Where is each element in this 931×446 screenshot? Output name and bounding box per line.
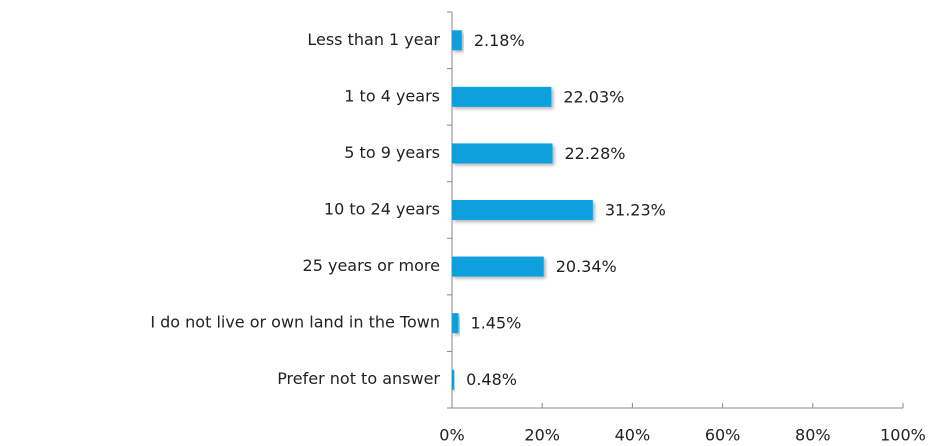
value-label: 1.45% <box>471 314 522 333</box>
bar <box>452 369 455 390</box>
x-tick-label: 60% <box>705 426 741 445</box>
x-tick-label: 100% <box>880 426 926 445</box>
bar <box>452 143 553 164</box>
x-tick-label: 20% <box>524 426 560 445</box>
x-tick-label: 0% <box>439 426 464 445</box>
category-label: I do not live or own land in the Town <box>150 313 440 332</box>
value-label: 20.34% <box>556 257 617 276</box>
value-label: 0.48% <box>466 370 517 389</box>
x-tick-label: 80% <box>795 426 831 445</box>
value-label: 31.23% <box>605 201 666 220</box>
bar <box>452 30 462 51</box>
bar <box>452 313 459 334</box>
category-label: 25 years or more <box>303 256 440 275</box>
bar <box>452 200 593 220</box>
value-label: 22.03% <box>563 87 624 106</box>
category-label: 5 to 9 years <box>344 143 440 162</box>
bar <box>452 256 544 277</box>
value-label: 22.28% <box>564 144 625 163</box>
category-label: Less than 1 year <box>307 30 440 49</box>
x-tick-label: 40% <box>615 426 651 445</box>
bar <box>452 86 552 107</box>
value-label: 2.18% <box>474 31 525 50</box>
category-label: 10 to 24 years <box>324 200 440 219</box>
category-label: 1 to 4 years <box>344 86 440 105</box>
category-label: Prefer not to answer <box>277 369 440 388</box>
